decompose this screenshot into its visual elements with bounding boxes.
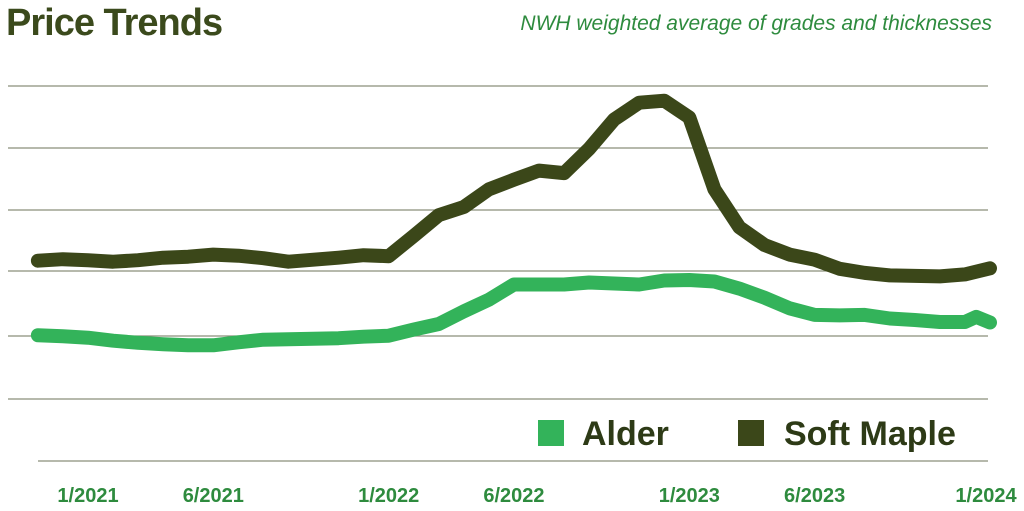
x-axis-ticks: 1/2021 6/2021 1/2022 6/2022 1/2023 6/2023 1/20… xyxy=(57,485,1017,507)
legend: Alder Soft Maple xyxy=(538,415,956,453)
x-tick-label: 1/2021 xyxy=(57,485,118,507)
x-tick-label: 1/2024 xyxy=(955,485,1017,507)
series-line-soft-maple xyxy=(30,93,997,284)
legend-swatch-alder xyxy=(538,420,564,446)
legend-swatch-soft-maple xyxy=(738,420,764,446)
legend-label-soft-maple: Soft Maple xyxy=(784,415,956,453)
legend-label-alder: Alder xyxy=(582,415,669,453)
chart-subtitle: NWH weighted average of grades and thick… xyxy=(520,12,992,35)
chart-title: Price Trends xyxy=(6,2,223,44)
gridlines xyxy=(8,85,988,462)
x-tick-label: 6/2021 xyxy=(183,485,244,507)
series-lines xyxy=(30,93,997,353)
x-tick-label: 1/2022 xyxy=(358,485,419,507)
x-tick-label: 1/2023 xyxy=(659,485,720,507)
x-tick-label: 6/2022 xyxy=(483,485,544,507)
x-tick-label: 6/2023 xyxy=(784,485,845,507)
series-line-alder xyxy=(30,273,997,353)
